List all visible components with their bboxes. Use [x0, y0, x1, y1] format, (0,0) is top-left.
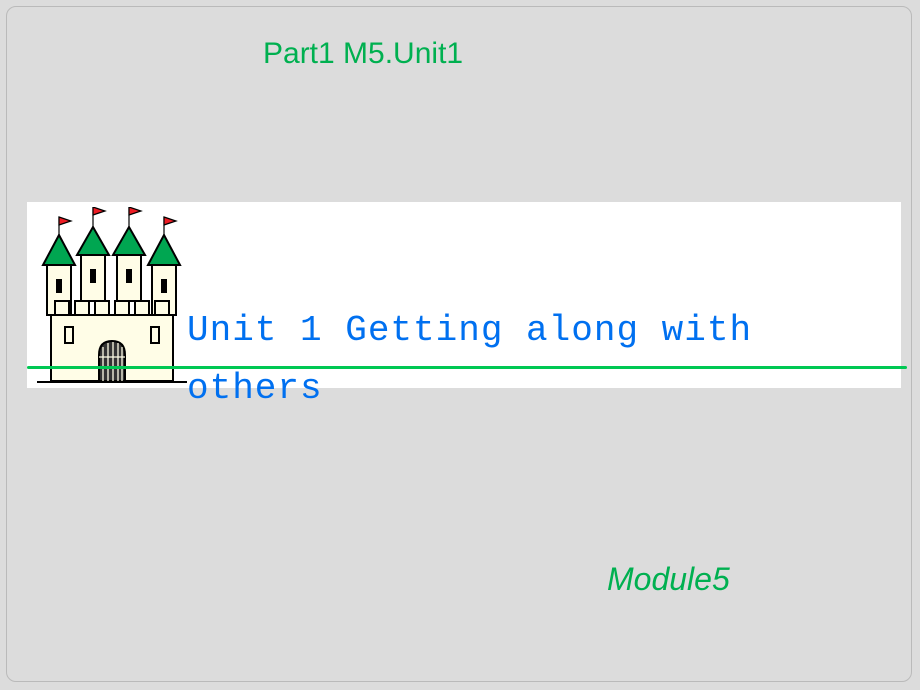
- page-header: Part1 M5.Unit1: [263, 37, 463, 71]
- slide-frame: Part1 M5.Unit1: [6, 6, 912, 682]
- unit-title: Unit 1 Getting along with others: [187, 302, 887, 417]
- module-label: Module5: [607, 561, 730, 598]
- castle-illustration: [29, 207, 194, 387]
